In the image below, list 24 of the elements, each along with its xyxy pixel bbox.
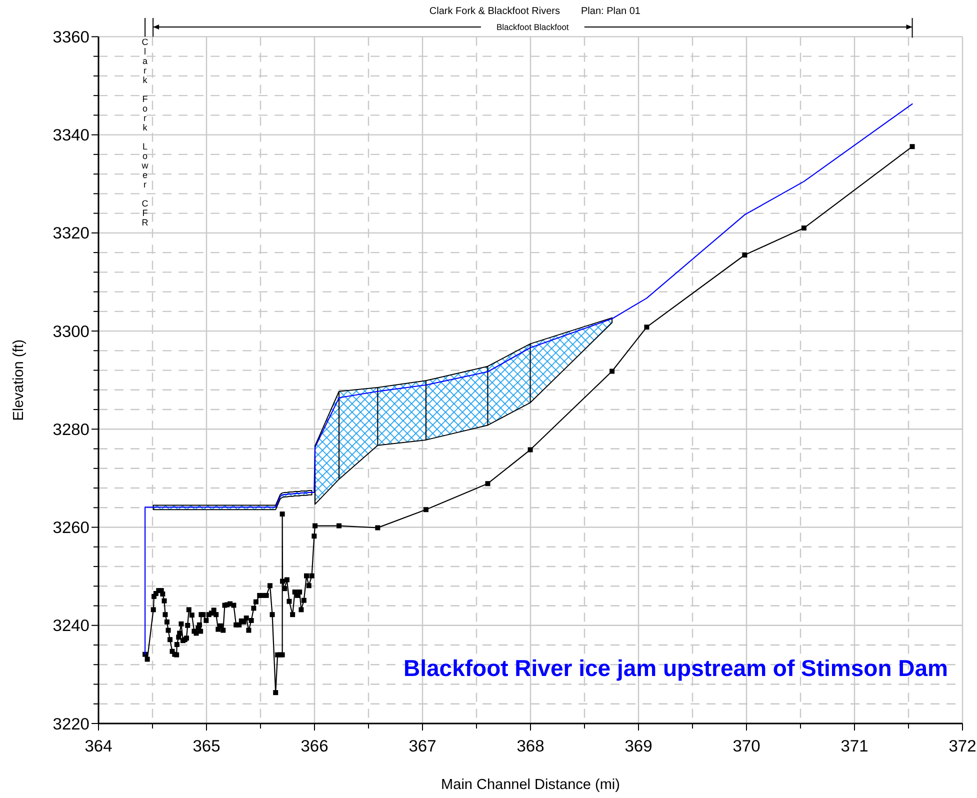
x-tick-label: 368 xyxy=(516,738,544,756)
chart-title: Clark Fork & Blackfoot Rivers xyxy=(429,6,560,17)
x-tick-label: 364 xyxy=(84,738,112,756)
text: Blackfoot Blackfoot xyxy=(496,22,570,32)
y-tick-label: 3300 xyxy=(52,322,90,341)
annotation: Blackfoot River ice jam upstream of Stimson Dam xyxy=(404,655,948,681)
chart-subtitle: Plan: Plan 01 xyxy=(581,6,641,17)
y-tick-label: 3280 xyxy=(52,420,90,439)
y-tick-label: 3260 xyxy=(52,519,90,538)
x-tick-label: 370 xyxy=(732,738,760,756)
x-tick-label: 365 xyxy=(192,738,220,756)
y-tick-label: 3360 xyxy=(52,28,90,46)
y-axis-title: Elevation (ft) xyxy=(11,339,27,421)
y-tick-label: 3220 xyxy=(52,715,90,734)
x-tick-label: 371 xyxy=(840,738,868,756)
x-tick-label: 366 xyxy=(300,738,328,756)
x-tick-label: 369 xyxy=(624,738,652,756)
x-tick-label: 367 xyxy=(408,738,436,756)
text: Clark Fork Lower CFR xyxy=(142,37,148,228)
x-tick-label: 372 xyxy=(948,738,976,756)
y-tick-label: 3240 xyxy=(52,617,90,636)
y-tick-label: 3320 xyxy=(52,224,90,243)
y-tick-label: 3340 xyxy=(52,126,90,145)
x-axis-title: Main Channel Distance (mi) xyxy=(441,777,620,793)
